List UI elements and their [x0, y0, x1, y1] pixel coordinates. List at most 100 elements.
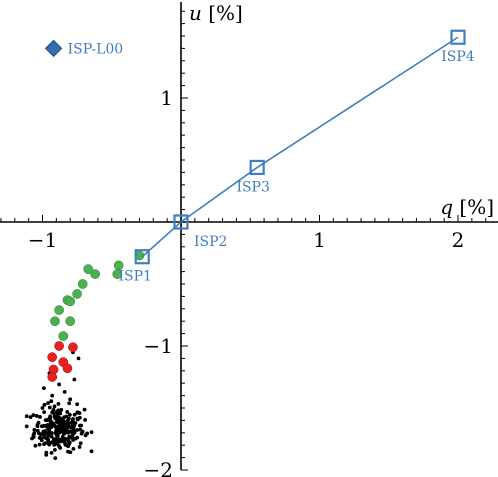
black-point	[43, 441, 48, 446]
isp-label: ISP1	[118, 269, 151, 285]
black-point	[57, 382, 62, 387]
black-point	[31, 435, 36, 439]
green-point	[50, 316, 60, 327]
black-point	[59, 424, 64, 429]
black-point	[53, 456, 58, 460]
black-point	[58, 446, 63, 450]
black-point	[35, 423, 40, 427]
black-point	[67, 440, 72, 445]
black-point	[77, 423, 82, 428]
black-point	[77, 445, 82, 449]
black-point	[60, 434, 65, 439]
black-point	[64, 414, 69, 419]
red-point	[68, 342, 78, 353]
black-point	[48, 441, 53, 445]
black-point	[49, 451, 54, 455]
black-point	[44, 418, 49, 422]
black-point	[37, 442, 42, 447]
black-point	[63, 442, 68, 446]
black-point	[32, 428, 37, 432]
black-point	[41, 386, 46, 391]
green-point	[77, 279, 88, 289]
green-point	[72, 289, 82, 299]
y-tick-label: −1	[144, 334, 173, 358]
black-point	[66, 444, 70, 449]
green-points	[50, 250, 145, 341]
green-point	[54, 305, 64, 315]
black-point	[51, 407, 56, 412]
black-point	[66, 430, 70, 435]
black-point	[67, 425, 72, 429]
black-point	[71, 447, 76, 451]
black-point	[49, 434, 54, 439]
black-point	[75, 402, 80, 407]
black-point	[48, 414, 53, 419]
green-point	[65, 296, 76, 307]
black-point	[57, 437, 62, 442]
y-tick-label: −2	[144, 458, 173, 477]
black-point	[79, 431, 84, 436]
black-point	[77, 415, 82, 420]
labels: q [%] u [%] ISP1 ISP2 ISP3 ISP4 ISP-L00	[68, 1, 494, 285]
black-point	[58, 411, 63, 416]
black-point	[54, 410, 59, 414]
black-point	[38, 432, 43, 437]
isp-l00-label: ISP-L00	[68, 41, 124, 57]
black-point	[59, 407, 64, 412]
red-point	[47, 352, 58, 363]
black-point	[61, 438, 65, 442]
black-point	[89, 430, 94, 435]
isp-marker	[249, 159, 265, 176]
black-point	[47, 405, 52, 410]
black-point	[34, 414, 39, 418]
black-point	[50, 393, 55, 398]
black-point	[72, 422, 77, 427]
black-point	[38, 415, 42, 419]
green-point	[112, 269, 123, 279]
isp-marker	[450, 29, 466, 45]
green-point	[65, 316, 76, 327]
ticks: −1 1 2 1 −1 −2	[0, 10, 487, 477]
isp-marker	[173, 214, 189, 230]
red-points	[47, 341, 78, 382]
black-point	[54, 424, 59, 429]
y-axis-label: u [%]	[189, 1, 243, 25]
x-tick-label: 2	[452, 228, 465, 252]
black-point	[62, 389, 67, 394]
black-point	[24, 424, 29, 429]
x-axis-label: q [%]	[440, 195, 494, 219]
black-point	[70, 429, 75, 434]
black-point	[33, 443, 38, 448]
black-point	[47, 418, 52, 423]
black-point	[44, 452, 49, 457]
black-point	[58, 416, 63, 421]
black-point	[46, 427, 51, 431]
black-point	[62, 431, 67, 436]
black-point	[83, 418, 88, 422]
black-point	[42, 410, 47, 415]
black-point	[89, 449, 94, 454]
isp-marker	[134, 249, 150, 265]
black-point	[54, 417, 59, 422]
black-point	[62, 426, 67, 430]
isp-label: ISP4	[441, 49, 475, 65]
black-point	[78, 427, 83, 432]
black-point	[28, 415, 33, 420]
black-point	[72, 412, 77, 417]
x-tick-label: 1	[313, 228, 326, 252]
black-point	[59, 419, 63, 424]
black-point	[68, 450, 73, 455]
green-point	[83, 264, 94, 274]
black-point	[32, 431, 37, 436]
black-point	[70, 419, 75, 424]
y-tick-label: 1	[160, 86, 173, 110]
black-point	[49, 399, 54, 404]
black-point	[65, 410, 70, 414]
black-point	[31, 413, 36, 418]
black-point	[45, 431, 49, 436]
black-point	[52, 447, 57, 452]
black-point	[68, 397, 73, 402]
green-point	[58, 331, 69, 341]
black-point	[65, 421, 69, 426]
